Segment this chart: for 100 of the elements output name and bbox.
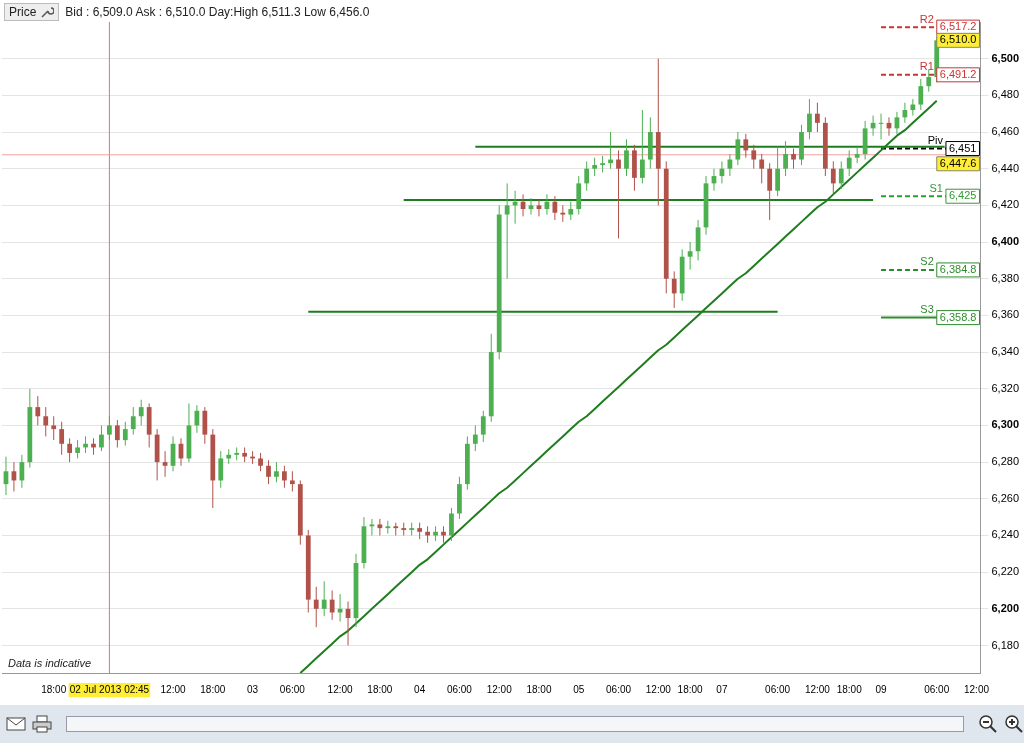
candlestick [592, 157, 598, 177]
candlestick [480, 410, 486, 443]
candlestick [743, 133, 749, 159]
x-tick-label: 09 [875, 683, 888, 695]
candlestick [926, 69, 932, 93]
candlestick [552, 195, 558, 221]
candlestick [130, 406, 136, 436]
y-tick-label: 6,360 [991, 308, 1019, 321]
y-tick-label: 6,300 [991, 418, 1019, 431]
x-tick-label: 18:00 [200, 683, 226, 695]
x-tick-label: 18:00 [677, 683, 704, 695]
candlestick [313, 586, 319, 628]
candlestick [624, 138, 629, 177]
candlestick [616, 149, 621, 239]
x-tick-label: 12:00 [486, 683, 513, 695]
candlestick [775, 146, 781, 197]
x-tick-label: 05 [573, 683, 585, 695]
y-tick-label: 6,240 [991, 528, 1019, 541]
candlestick [43, 406, 49, 437]
annotation: Data is indicative [8, 656, 92, 669]
candlestick [918, 78, 924, 111]
candlestick [35, 395, 41, 426]
y-tick-label: 6,260 [991, 491, 1019, 504]
y-tick-label: 6,320 [991, 381, 1019, 394]
candlestick [830, 160, 836, 195]
candlestick [671, 270, 677, 309]
candlestick [735, 131, 741, 166]
chart-title: Price [9, 5, 37, 19]
y-tick-label: 6,340 [991, 345, 1019, 358]
candlestick [783, 140, 788, 177]
y-tick-label: 6,400 [991, 235, 1019, 248]
chart-subtitle: Bid : 6,509.0 Ask : 6,510.0 Day:High 6,511.3 Low 6,456.0 [65, 5, 370, 19]
candlestick [791, 148, 796, 170]
y-tick-label: 6,480 [991, 88, 1019, 101]
candlestick [138, 399, 144, 426]
x-tick-label: 06:00 [924, 683, 950, 695]
x-tick-label: 12:00 [963, 683, 990, 695]
candlestick [67, 437, 73, 463]
x-tick-label: 07 [716, 683, 728, 695]
x-tick-label: 18:00 [41, 683, 67, 695]
x-tick-label: 02 Jul 2013 02:45 [69, 683, 150, 695]
candlestick [114, 419, 120, 448]
candlestick [377, 518, 383, 536]
candlestick [274, 461, 279, 483]
candlestick [504, 182, 510, 280]
candlestick [767, 162, 773, 221]
candlestick [838, 160, 844, 190]
candlestick [846, 149, 852, 177]
series-label: S2 [920, 255, 934, 268]
candlestick [51, 415, 57, 441]
y-tick-label: 6,280 [991, 455, 1019, 468]
y-tick-label: 6,440 [991, 161, 1019, 174]
x-tick-label: 18:00 [526, 683, 552, 695]
candlestick [122, 421, 128, 447]
x-tick-label: 18:00 [836, 683, 863, 695]
annotation: 6,510.0 [939, 33, 977, 46]
candlestick [751, 144, 757, 170]
candlestick [202, 406, 208, 445]
candlestick [329, 589, 335, 621]
y-tick-label: 6,200 [991, 601, 1019, 614]
y-tick-label: 6,500 [991, 51, 1019, 64]
x-tick-label: 06:00 [606, 683, 632, 695]
x-tick-label: 06:00 [446, 683, 473, 695]
x-tick-label: 12:00 [804, 683, 831, 695]
series-label: R2 [919, 12, 934, 25]
ref-line-label: 6,447.6 [939, 156, 977, 169]
candlestick [568, 201, 574, 221]
y-tick-label: 6,220 [991, 565, 1019, 578]
x-tick-label: 04 [414, 683, 426, 695]
candlestick [266, 459, 271, 485]
candlestick [99, 424, 104, 452]
candlestick [289, 470, 295, 492]
y-tick-label: 6,420 [991, 198, 1019, 211]
candlestick [258, 452, 263, 472]
candlestick [218, 450, 224, 489]
y-tick-label: 6,460 [991, 125, 1019, 138]
series-label: R1 [919, 60, 934, 73]
candlestick [807, 98, 812, 140]
x-tick-label: 18:00 [367, 683, 393, 695]
series-label: S1 [929, 181, 943, 194]
x-tick-label: 12:00 [327, 683, 354, 695]
candlestick [759, 153, 765, 184]
candlestick [75, 439, 80, 459]
series-label: S3 [920, 303, 934, 316]
candlestick [449, 507, 454, 542]
y-tick-label: 6,180 [991, 638, 1019, 651]
y-tick-label: 6,380 [991, 271, 1019, 284]
x-tick-label: 12:00 [645, 683, 672, 695]
candlestick [472, 424, 478, 452]
candlestick [59, 421, 65, 456]
candlestick [584, 160, 590, 192]
candlestick [910, 98, 916, 117]
candlestick [815, 102, 820, 133]
candlestick [687, 241, 693, 271]
candlestick [321, 580, 327, 617]
x-tick-label: 06:00 [765, 683, 791, 695]
series-label: Piv [927, 134, 944, 147]
candlestick [640, 109, 645, 184]
candlestick [107, 415, 112, 441]
x-tick-label: 06:00 [279, 683, 306, 695]
